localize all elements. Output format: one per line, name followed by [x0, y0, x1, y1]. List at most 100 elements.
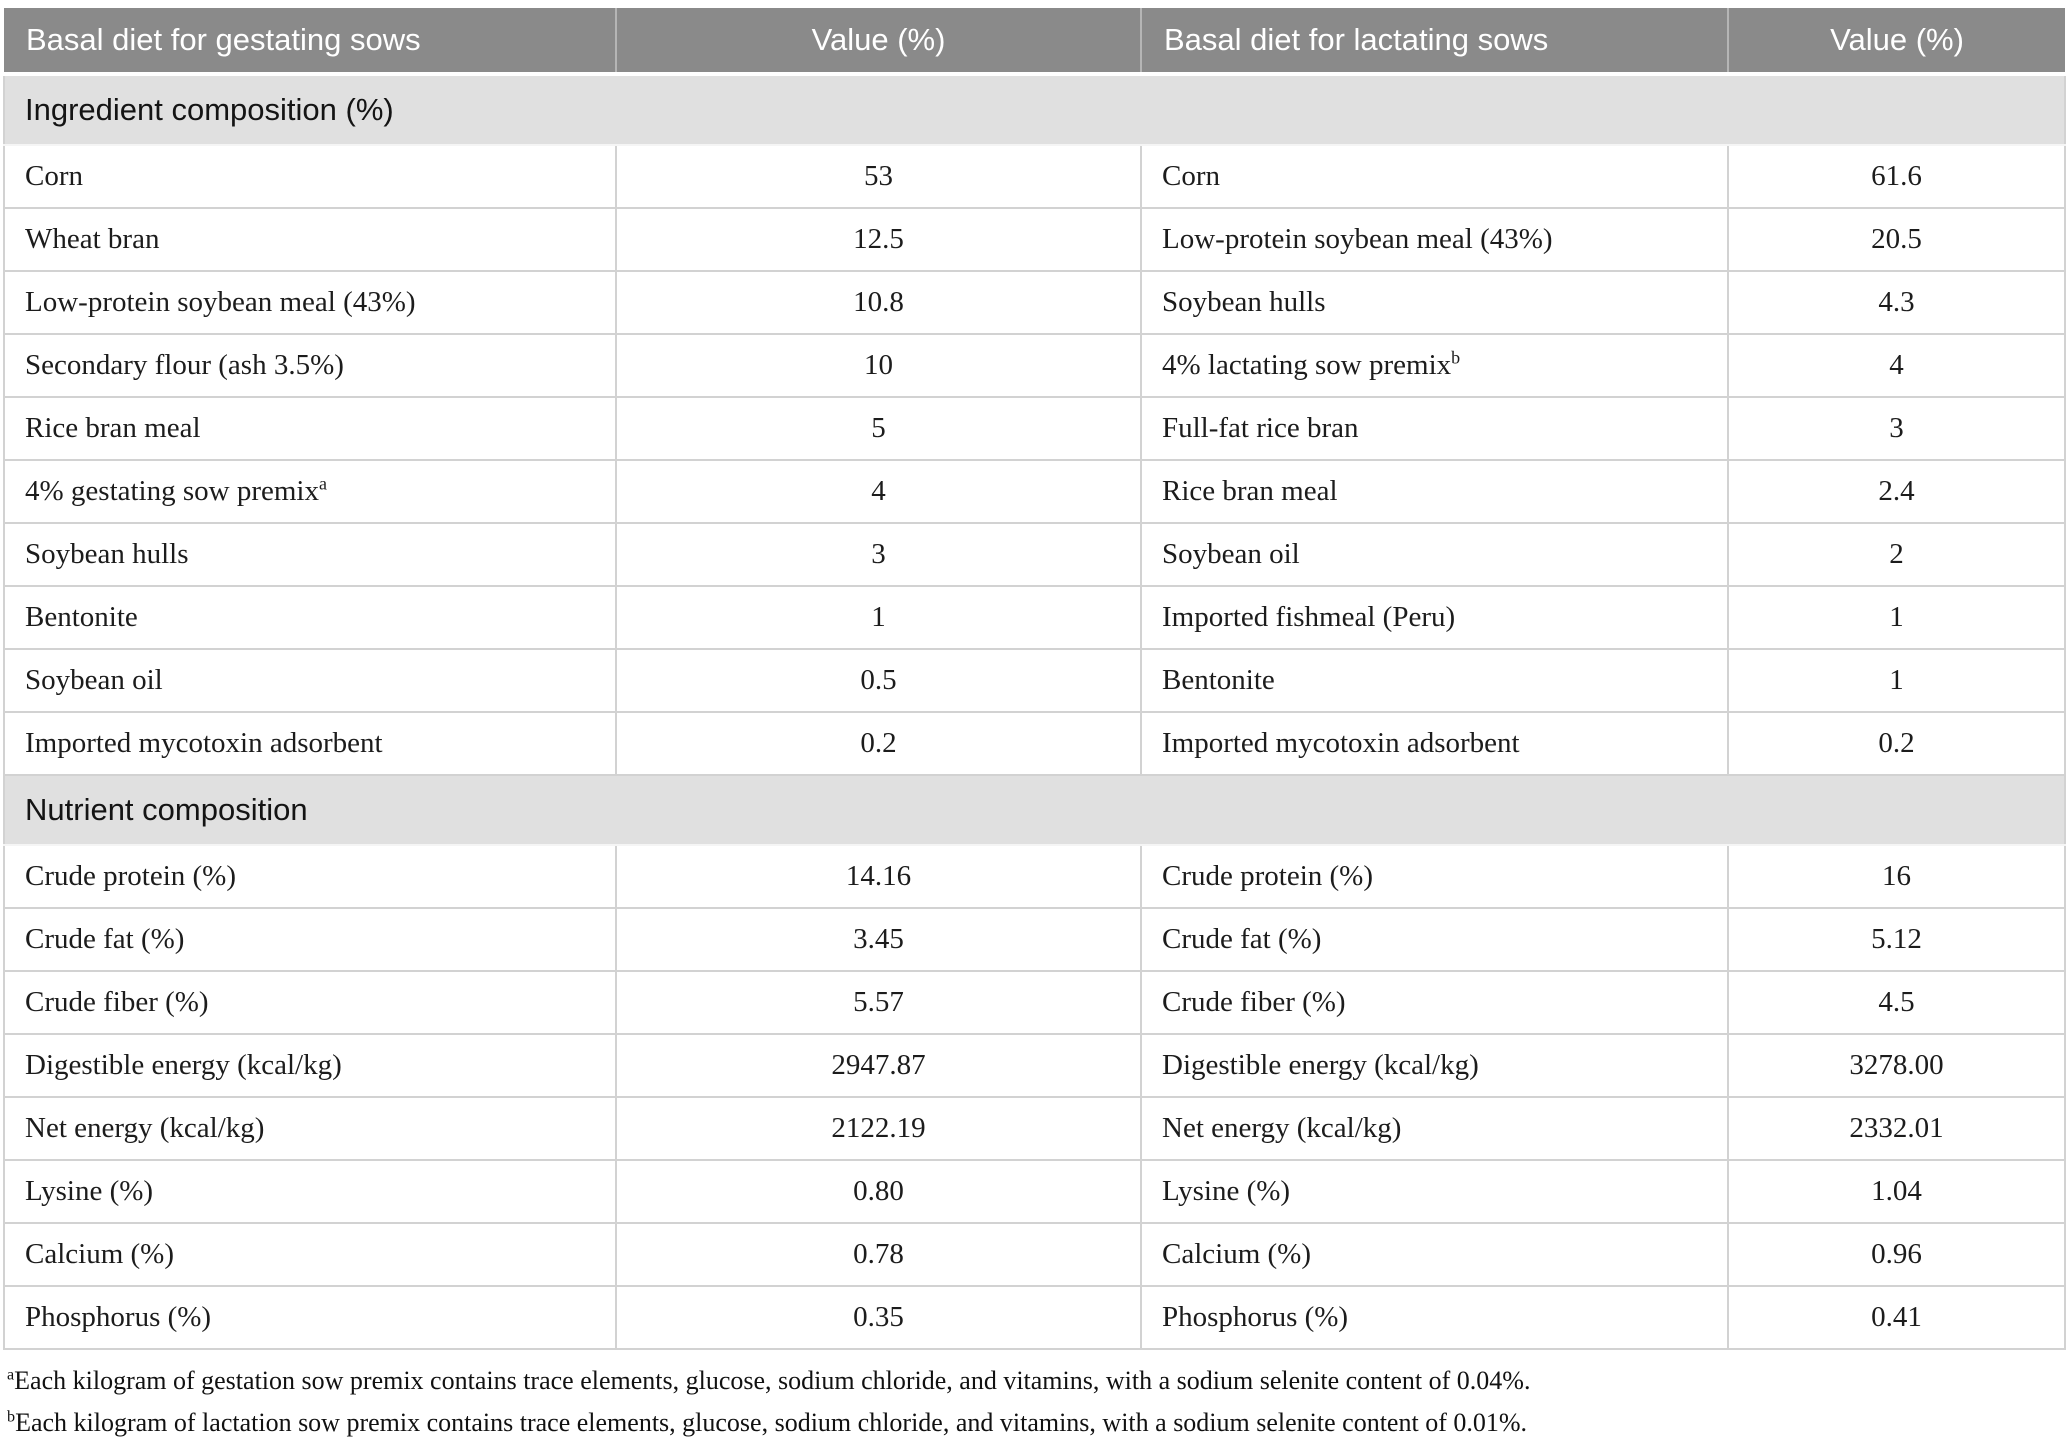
lactating-item-value: 1.04	[1727, 1159, 2066, 1224]
table-row: Corn 53 Corn 61.6	[3, 144, 2066, 209]
lactating-item-value: 3278.00	[1727, 1033, 2066, 1098]
section-header-row: Nutrient composition	[3, 774, 2066, 846]
gestating-item-label: 4% gestating sow premixa	[3, 459, 617, 524]
lactating-item-value: 61.6	[1727, 144, 2066, 209]
lactating-item-label: Crude fiber (%)	[1140, 970, 1729, 1035]
gestating-item-label: Soybean hulls	[3, 522, 617, 587]
lactating-item-value: 0.96	[1727, 1222, 2066, 1287]
gestating-item-label: Phosphorus (%)	[3, 1285, 617, 1350]
gestating-item-value: 0.2	[615, 711, 1142, 776]
section-title: Nutrient composition	[3, 774, 2066, 846]
table-row: Soybean oil 0.5 Bentonite 1	[3, 648, 2066, 713]
lactating-item-value: 1	[1727, 648, 2066, 713]
superscript-marker: a	[318, 473, 327, 494]
lactating-item-value: 1	[1727, 585, 2066, 650]
gestating-item-value: 1	[615, 585, 1142, 650]
gestating-item-value: 3	[615, 522, 1142, 587]
superscript-marker: b	[1451, 347, 1461, 368]
lactating-item-label: Rice bran meal	[1140, 459, 1729, 524]
gestating-item-label: Low-protein soybean meal (43%)	[3, 270, 617, 335]
lactating-item-value: 2	[1727, 522, 2066, 587]
lactating-item-label: Net energy (kcal/kg)	[1140, 1096, 1729, 1161]
lactating-item-label: Corn	[1140, 144, 1729, 209]
table-row: Low-protein soybean meal (43%) 10.8 Soybea…	[3, 270, 2066, 335]
table-row: Lysine (%) 0.80 Lysine (%) 1.04	[3, 1159, 2066, 1224]
lactating-item-label: Soybean oil	[1140, 522, 1729, 587]
table-row: Digestible energy (kcal/kg) 2947.87 Digest…	[3, 1033, 2066, 1098]
lactating-item-value: 0.2	[1727, 711, 2066, 776]
gestating-item-label: Wheat bran	[3, 207, 617, 272]
lactating-item-value: 4.5	[1727, 970, 2066, 1035]
gestating-item-value: 4	[615, 459, 1142, 524]
table-row: Phosphorus (%) 0.35 Phosphorus (%) 0.41	[3, 1285, 2066, 1350]
lactating-item-label: Bentonite	[1140, 648, 1729, 713]
footnote-marker: a	[7, 1366, 15, 1384]
gestating-item-label: Digestible energy (kcal/kg)	[3, 1033, 617, 1098]
gestating-item-label: Crude fiber (%)	[3, 970, 617, 1035]
lactating-item-label: Digestible energy (kcal/kg)	[1140, 1033, 1729, 1098]
table-row: Imported mycotoxin adsorbent 0.2 Imported …	[3, 711, 2066, 776]
col-header-gestating-value: Value (%)	[616, 8, 1142, 76]
table-row: Crude fat (%) 3.45 Crude fat (%) 5.12	[3, 907, 2066, 972]
table-row: Crude protein (%) 14.16 Crude protein (%) 1…	[3, 844, 2066, 909]
col-header-lactating-diet: Basal diet for lactating sows	[1141, 8, 1729, 76]
lactating-item-label: 4% lactating sow premixb	[1140, 333, 1729, 398]
gestating-item-value: 5	[615, 396, 1142, 461]
lactating-item-value: 0.41	[1727, 1285, 2066, 1350]
lactating-item-value: 4	[1727, 333, 2066, 398]
table-row: Calcium (%) 0.78 Calcium (%) 0.96	[3, 1222, 2066, 1287]
section-header-row: Ingredient composition (%)	[3, 73, 2066, 146]
table-row: Rice bran meal 5 Full-fat rice bran 3	[3, 396, 2066, 461]
gestating-item-label: Rice bran meal	[3, 396, 617, 461]
table-row: Crude fiber (%) 5.57 Crude fiber (%) 4.5	[3, 970, 2066, 1035]
lactating-item-label: Phosphorus (%)	[1140, 1285, 1729, 1350]
gestating-item-value: 3.45	[615, 907, 1142, 972]
lactating-item-value: 20.5	[1727, 207, 2066, 272]
gestating-item-label: Lysine (%)	[3, 1159, 617, 1224]
table-row: 4% gestating sow premixa 4 Rice bran meal 2…	[3, 459, 2066, 524]
col-header-gestating-diet: Basal diet for gestating sows	[4, 8, 617, 76]
gestating-item-value: 2947.87	[615, 1033, 1142, 1098]
table-row: Bentonite 1 Imported fishmeal (Peru) 1	[3, 585, 2066, 650]
lactating-item-label: Low-protein soybean meal (43%)	[1140, 207, 1729, 272]
lactating-item-value: 2332.01	[1727, 1096, 2066, 1161]
lactating-item-value: 3	[1727, 396, 2066, 461]
gestating-item-value: 12.5	[615, 207, 1142, 272]
lactating-item-label: Imported fishmeal (Peru)	[1140, 585, 1729, 650]
section-title: Ingredient composition (%)	[3, 73, 2066, 146]
header-row: Basal diet for gestating sows Value (%) …	[4, 8, 2065, 76]
table-row: Secondary flour (ash 3.5%) 10 4% lactating…	[3, 333, 2066, 398]
lactating-item-label: Soybean hulls	[1140, 270, 1729, 335]
lactating-item-label: Crude fat (%)	[1140, 907, 1729, 972]
footnote: bEach kilogram of lactation sow premix c…	[7, 1408, 1528, 1437]
lactating-item-value: 16	[1727, 844, 2066, 909]
footnote: aEach kilogram of gestation sow premix c…	[7, 1366, 1531, 1395]
gestating-item-label: Crude protein (%)	[3, 844, 617, 909]
table-row: Wheat bran 12.5 Low-protein soybean meal (…	[3, 207, 2066, 272]
gestating-item-label: Crude fat (%)	[3, 907, 617, 972]
gestating-item-label: Corn	[3, 144, 617, 209]
gestating-item-label: Net energy (kcal/kg)	[3, 1096, 617, 1161]
lactating-item-label: Calcium (%)	[1140, 1222, 1729, 1287]
footnote-marker: b	[7, 1408, 16, 1426]
gestating-item-value: 0.5	[615, 648, 1142, 713]
gestating-item-label: Bentonite	[3, 585, 617, 650]
gestating-item-label: Calcium (%)	[3, 1222, 617, 1287]
lactating-item-label: Crude protein (%)	[1140, 844, 1729, 909]
gestating-item-value: 2122.19	[615, 1096, 1142, 1161]
lactating-item-value: 2.4	[1727, 459, 2066, 524]
col-header-lactating-value: Value (%)	[1728, 8, 2065, 76]
lactating-item-value: 5.12	[1727, 907, 2066, 972]
gestating-item-value: 0.80	[615, 1159, 1142, 1224]
footnotes: aEach kilogram of gestation sow premix c…	[3, 1364, 2064, 1440]
gestating-item-label: Imported mycotoxin adsorbent	[3, 711, 617, 776]
table-row: Soybean hulls 3 Soybean oil 2	[3, 522, 2066, 587]
lactating-item-label: Full-fat rice bran	[1140, 396, 1729, 461]
gestating-item-value: 53	[615, 144, 1142, 209]
gestating-item-value: 14.16	[615, 844, 1142, 909]
table-row: Net energy (kcal/kg) 2122.19 Net energy (k…	[3, 1096, 2066, 1161]
gestating-item-value: 5.57	[615, 970, 1142, 1035]
gestating-item-value: 0.78	[615, 1222, 1142, 1287]
lactating-item-value: 4.3	[1727, 270, 2066, 335]
